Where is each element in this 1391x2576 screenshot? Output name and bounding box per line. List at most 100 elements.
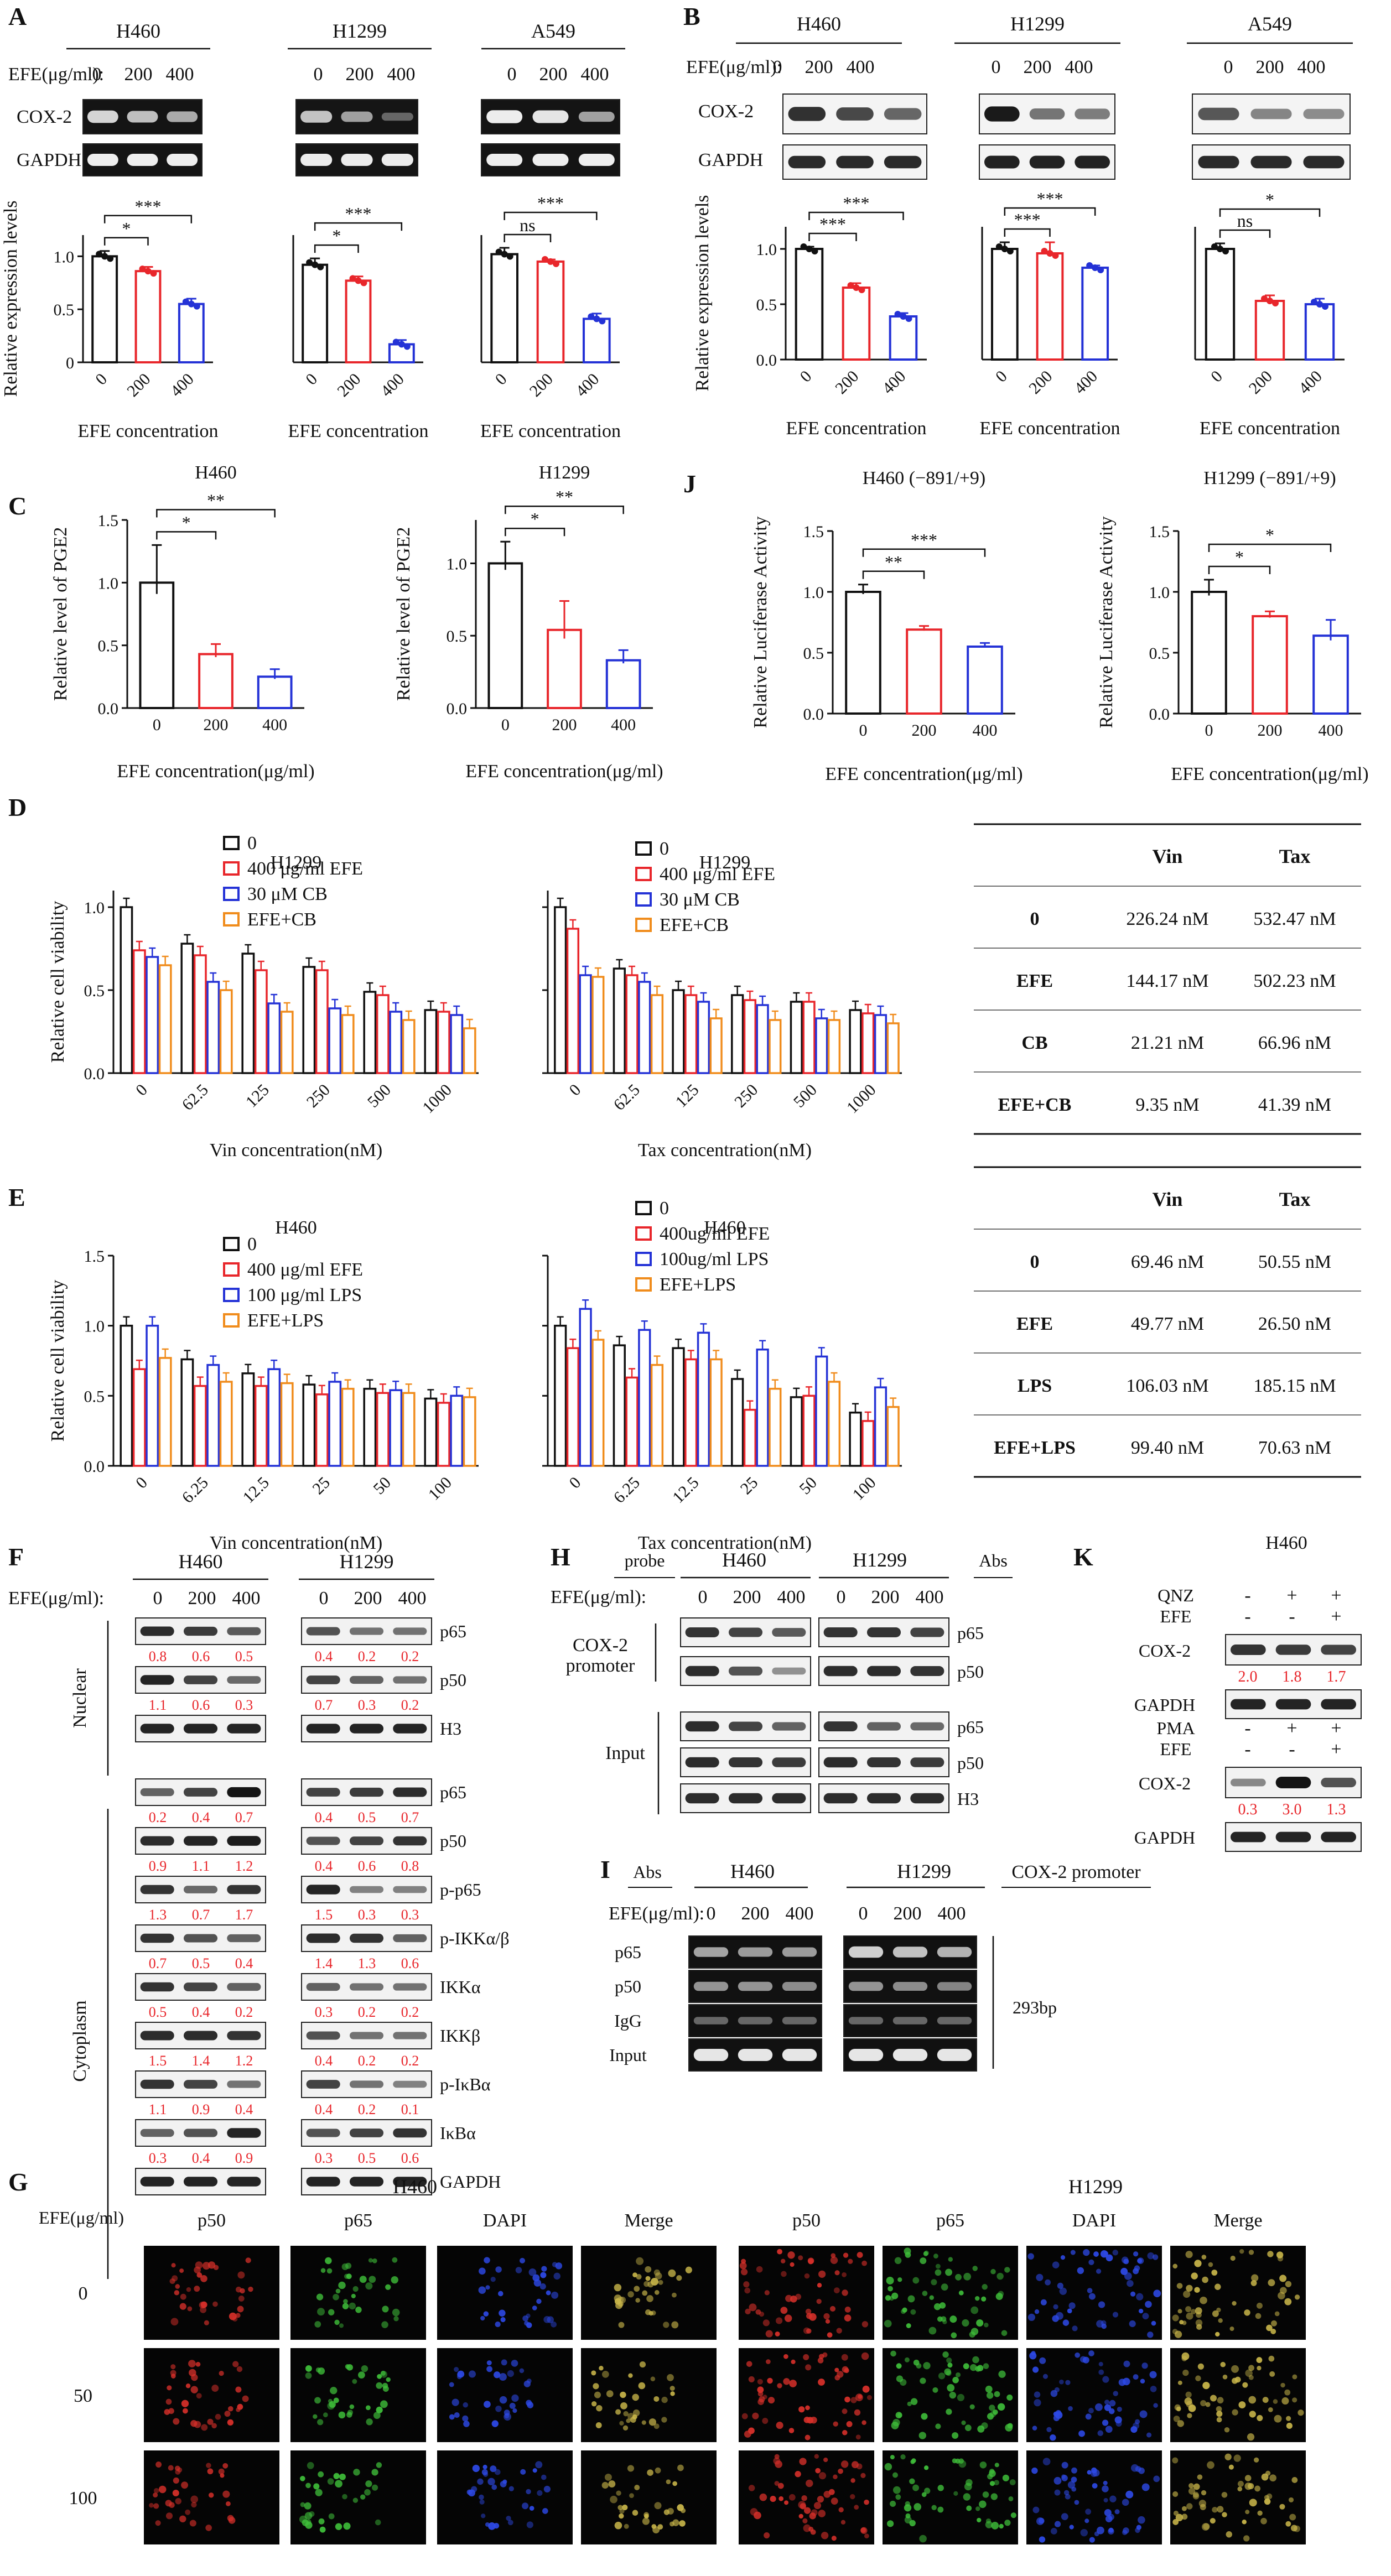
stained-nucleus xyxy=(1063,2490,1070,2496)
stained-nucleus xyxy=(1221,2491,1228,2498)
stained-nucleus xyxy=(1262,2397,1269,2403)
bar xyxy=(672,989,685,1074)
bar xyxy=(886,1406,900,1467)
data-point xyxy=(858,287,865,293)
stained-nucleus xyxy=(979,2461,987,2469)
bar xyxy=(684,1358,698,1467)
stained-nucleus xyxy=(1153,2475,1160,2483)
abs-label: Abs xyxy=(979,1550,1008,1570)
data-point xyxy=(1222,248,1229,254)
blot-background xyxy=(843,2004,977,2037)
stained-nucleus xyxy=(1256,2357,1263,2363)
stained-nucleus xyxy=(219,2370,224,2376)
significance-bracket xyxy=(505,527,565,537)
stained-nucleus xyxy=(245,2257,251,2263)
stained-nucleus xyxy=(942,2351,949,2358)
stained-nucleus xyxy=(807,2417,814,2424)
stained-nucleus xyxy=(974,2296,980,2301)
stained-nucleus xyxy=(1187,2413,1192,2418)
bar xyxy=(802,1001,816,1074)
legend-label: EFE+CB xyxy=(247,909,316,930)
stained-nucleus xyxy=(338,2281,346,2289)
blot-band xyxy=(693,2048,729,2062)
stained-nucleus xyxy=(1255,2313,1262,2319)
panel-letter-I: I xyxy=(600,1855,610,1883)
bar xyxy=(267,1368,281,1467)
stained-nucleus xyxy=(1212,2506,1218,2513)
stained-nucleus xyxy=(1141,2362,1148,2369)
bar xyxy=(684,994,698,1074)
table-cell: 532.47 nM xyxy=(1253,909,1336,929)
stained-nucleus xyxy=(1078,2430,1085,2437)
stained-nucleus xyxy=(339,2473,346,2480)
blot-band xyxy=(1303,108,1345,119)
stained-nucleus xyxy=(990,2493,998,2500)
stained-nucleus xyxy=(1208,2262,1213,2267)
stained-nucleus xyxy=(1224,2453,1232,2460)
dose-label: 0 xyxy=(507,64,517,85)
density-value: 0.2 xyxy=(235,2004,253,2020)
stained-nucleus xyxy=(1122,2530,1128,2536)
stained-nucleus xyxy=(788,2494,796,2501)
treatment-sign: + xyxy=(1286,1718,1297,1739)
stained-nucleus xyxy=(937,2485,944,2491)
stained-nucleus xyxy=(480,2315,485,2321)
y-tick-label: 1.5 xyxy=(803,523,824,541)
stained-nucleus xyxy=(342,2303,349,2309)
stained-nucleus xyxy=(1172,2491,1179,2497)
blot-F-H1299-p50 xyxy=(301,1666,432,1694)
stained-nucleus xyxy=(335,2288,341,2294)
data-point xyxy=(317,263,324,270)
micrograph xyxy=(437,2246,573,2340)
stained-nucleus xyxy=(636,2257,644,2265)
bar xyxy=(790,1001,803,1074)
micrograph xyxy=(144,2246,279,2340)
stained-nucleus xyxy=(855,2434,861,2440)
stained-nucleus xyxy=(958,2290,964,2296)
blot-band xyxy=(349,1836,384,1845)
y-tick-label: 1.5 xyxy=(1149,523,1170,541)
stained-nucleus xyxy=(645,2276,651,2281)
stained-nucleus xyxy=(481,2513,486,2518)
bar xyxy=(120,1324,133,1467)
band-label: GAPDH xyxy=(1134,1828,1195,1848)
cell-line-label: H1299 xyxy=(333,20,387,42)
x-tick-label: 250 xyxy=(731,1081,761,1111)
stained-nucleus xyxy=(1202,2381,1210,2390)
stained-nucleus xyxy=(1092,2483,1098,2489)
bar xyxy=(437,1011,450,1074)
stained-nucleus xyxy=(596,2405,603,2412)
data-point xyxy=(355,277,362,284)
stained-nucleus xyxy=(1248,2365,1254,2371)
stained-nucleus xyxy=(174,2290,180,2296)
stained-nucleus xyxy=(319,2526,326,2533)
stained-nucleus xyxy=(1200,2400,1207,2407)
stained-nucleus xyxy=(830,2256,838,2264)
cell-line-label: H1299 xyxy=(340,1550,394,1573)
blot-H-H1299-p50 xyxy=(818,1656,949,1686)
dose-label: 0 xyxy=(992,57,1001,77)
stained-nucleus xyxy=(775,2331,780,2336)
stained-nucleus xyxy=(1150,2386,1157,2392)
stained-nucleus xyxy=(677,2464,684,2471)
stained-nucleus xyxy=(850,2494,855,2500)
x-axis-label: EFE concentration(μg/ml) xyxy=(117,761,314,782)
stained-nucleus xyxy=(639,2361,646,2368)
panel-letter-A: A xyxy=(8,2,27,30)
table-row-label: 0 xyxy=(1030,1252,1040,1272)
legend-swatch xyxy=(635,892,652,907)
x-axis-label: EFE concentration xyxy=(288,421,429,441)
stained-nucleus xyxy=(614,2283,622,2292)
stained-nucleus xyxy=(165,2398,172,2405)
stained-nucleus xyxy=(784,2314,792,2322)
stained-nucleus xyxy=(1068,2406,1073,2411)
micrograph xyxy=(144,2348,279,2442)
stained-nucleus xyxy=(937,2316,943,2322)
dose-label: 400 xyxy=(387,64,416,85)
stained-nucleus xyxy=(511,2394,519,2402)
group-label-nuclear: Nuclear xyxy=(70,1668,90,1728)
x-tick-label: 200 xyxy=(204,716,229,734)
stained-nucleus xyxy=(841,2354,848,2361)
stained-nucleus xyxy=(463,2402,469,2408)
band-label: GAPDH xyxy=(440,2172,501,2192)
